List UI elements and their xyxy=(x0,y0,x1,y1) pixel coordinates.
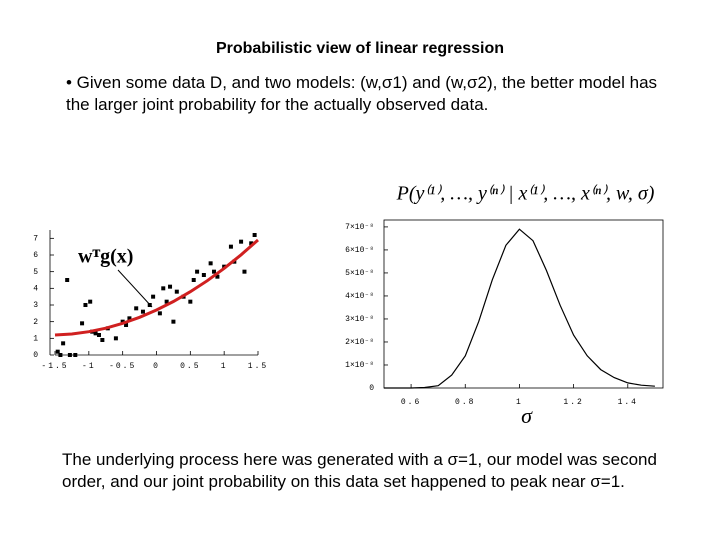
plot-frame xyxy=(383,219,664,389)
data-point xyxy=(168,284,173,289)
data-point xyxy=(124,323,129,327)
data-point xyxy=(164,299,169,304)
data-point xyxy=(67,353,72,357)
y-tick-label: 4×10⁻⁸ xyxy=(345,292,374,301)
data-point xyxy=(239,239,244,244)
data-point xyxy=(93,331,98,336)
data-point xyxy=(212,269,217,274)
data-point xyxy=(83,303,88,307)
intro-text: • Given some data D, and two models: (w,… xyxy=(66,73,658,114)
y-tick-label: 6×10⁻⁸ xyxy=(345,246,374,255)
y-tick-label: 4 xyxy=(33,284,38,293)
x-tick-label: 0.5 xyxy=(180,362,200,371)
data-point xyxy=(171,319,176,324)
data-point xyxy=(157,311,162,316)
y-tick-label: 2 xyxy=(33,318,38,327)
x-tick-label: 1.5 xyxy=(248,362,268,371)
y-tick-label: 0 xyxy=(369,384,374,393)
data-point xyxy=(134,306,139,311)
data-point xyxy=(140,309,145,314)
data-point xyxy=(201,273,206,277)
data-point xyxy=(151,294,156,299)
y-tick-label: 1 xyxy=(33,334,38,343)
data-point xyxy=(58,353,63,357)
y-tick-label: 3×10⁻⁸ xyxy=(345,315,374,324)
x-tick-label: 1.2 xyxy=(563,398,583,407)
data-point xyxy=(215,274,220,279)
data-point xyxy=(161,286,166,291)
data-point xyxy=(228,244,233,249)
x-axis-label: σ xyxy=(521,403,533,428)
x-tick-label: -0.5 xyxy=(109,362,136,371)
x-tick-label: -1 xyxy=(82,362,96,371)
data-point xyxy=(88,299,93,304)
y-tick-label: 2×10⁻⁸ xyxy=(345,338,374,347)
x-tick-label: 0.6 xyxy=(401,398,421,407)
data-point xyxy=(55,349,60,354)
data-point xyxy=(174,289,179,294)
y-tick-label: 3 xyxy=(33,301,38,310)
chart-title: P(y⁽¹⁾, …, y⁽ⁿ⁾ | x⁽¹⁾, …, x⁽ⁿ⁾, w, σ) xyxy=(396,183,655,205)
annotation: wᵀg(x) xyxy=(78,246,133,268)
data-point xyxy=(147,303,152,307)
data-point xyxy=(65,278,70,282)
x-tick-label: 1 xyxy=(221,362,228,371)
x-tick-label: 1 xyxy=(516,398,523,407)
y-tick-label: 5×10⁻⁸ xyxy=(345,269,374,278)
data-point xyxy=(188,299,193,304)
y-tick-label: 0 xyxy=(33,351,38,360)
x-tick-label: -1.5 xyxy=(41,362,68,371)
data-point xyxy=(252,233,257,237)
line-series xyxy=(54,238,259,337)
annotation-pointer xyxy=(117,269,153,308)
y-tick-label: 7×10⁻⁸ xyxy=(345,223,374,232)
x-tick-label: 1.4 xyxy=(618,398,638,407)
data-point xyxy=(195,269,200,274)
y-tick-label: 7 xyxy=(33,234,38,243)
data-point xyxy=(191,278,196,282)
y-tick-label: 6 xyxy=(33,251,38,260)
data-point xyxy=(73,353,78,357)
y-tick-label: 1×10⁻⁸ xyxy=(345,361,374,370)
x-tick-label: 0 xyxy=(153,362,160,371)
data-point xyxy=(61,341,66,346)
data-point xyxy=(208,261,213,266)
data-point xyxy=(242,269,247,274)
data-point xyxy=(80,321,85,326)
data-point xyxy=(127,316,132,321)
line-series xyxy=(384,228,655,389)
data-point xyxy=(96,333,101,337)
slide-title: Probabilistic view of linear regression xyxy=(215,40,505,57)
y-tick-label: 5 xyxy=(33,268,38,277)
data-point xyxy=(100,338,105,342)
data-point xyxy=(120,319,125,324)
data-point xyxy=(249,241,254,246)
x-tick-label: 0.8 xyxy=(455,398,475,407)
data-point xyxy=(113,336,118,341)
conclusion-text: The underlying process here was generate… xyxy=(62,450,657,491)
